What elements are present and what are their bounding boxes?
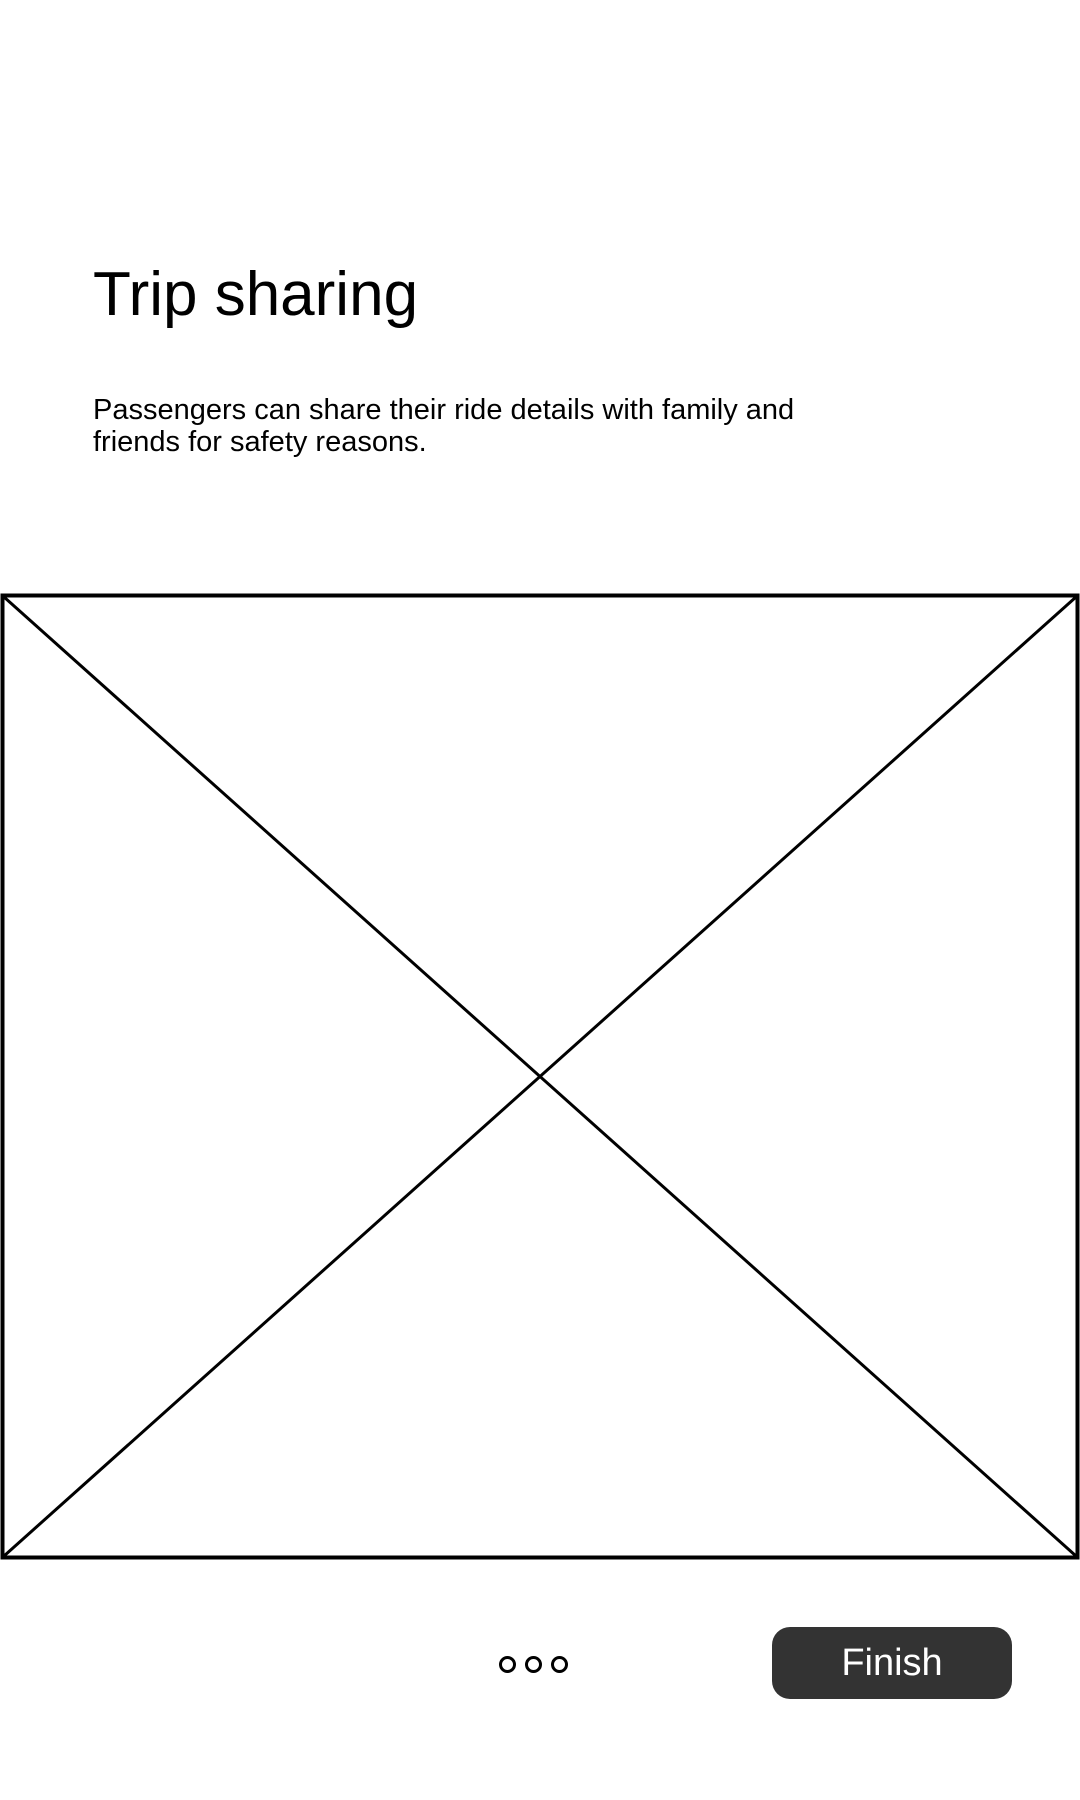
placeholder-frame — [0, 593, 1080, 1560]
placeholder-diagonal-2 — [2, 595, 1078, 1558]
finish-button[interactable]: Finish — [772, 1627, 1012, 1699]
page-title: Trip sharing — [93, 260, 419, 329]
placeholder-graphic — [0, 593, 1080, 1560]
page-dot-3[interactable] — [551, 1655, 568, 1673]
page-indicator — [499, 1653, 568, 1675]
image-placeholder — [0, 593, 1080, 1560]
page-dot-2[interactable] — [525, 1655, 542, 1673]
page-dot-1[interactable] — [499, 1655, 516, 1673]
page-description: Passengers can share their ride details … — [93, 394, 795, 458]
